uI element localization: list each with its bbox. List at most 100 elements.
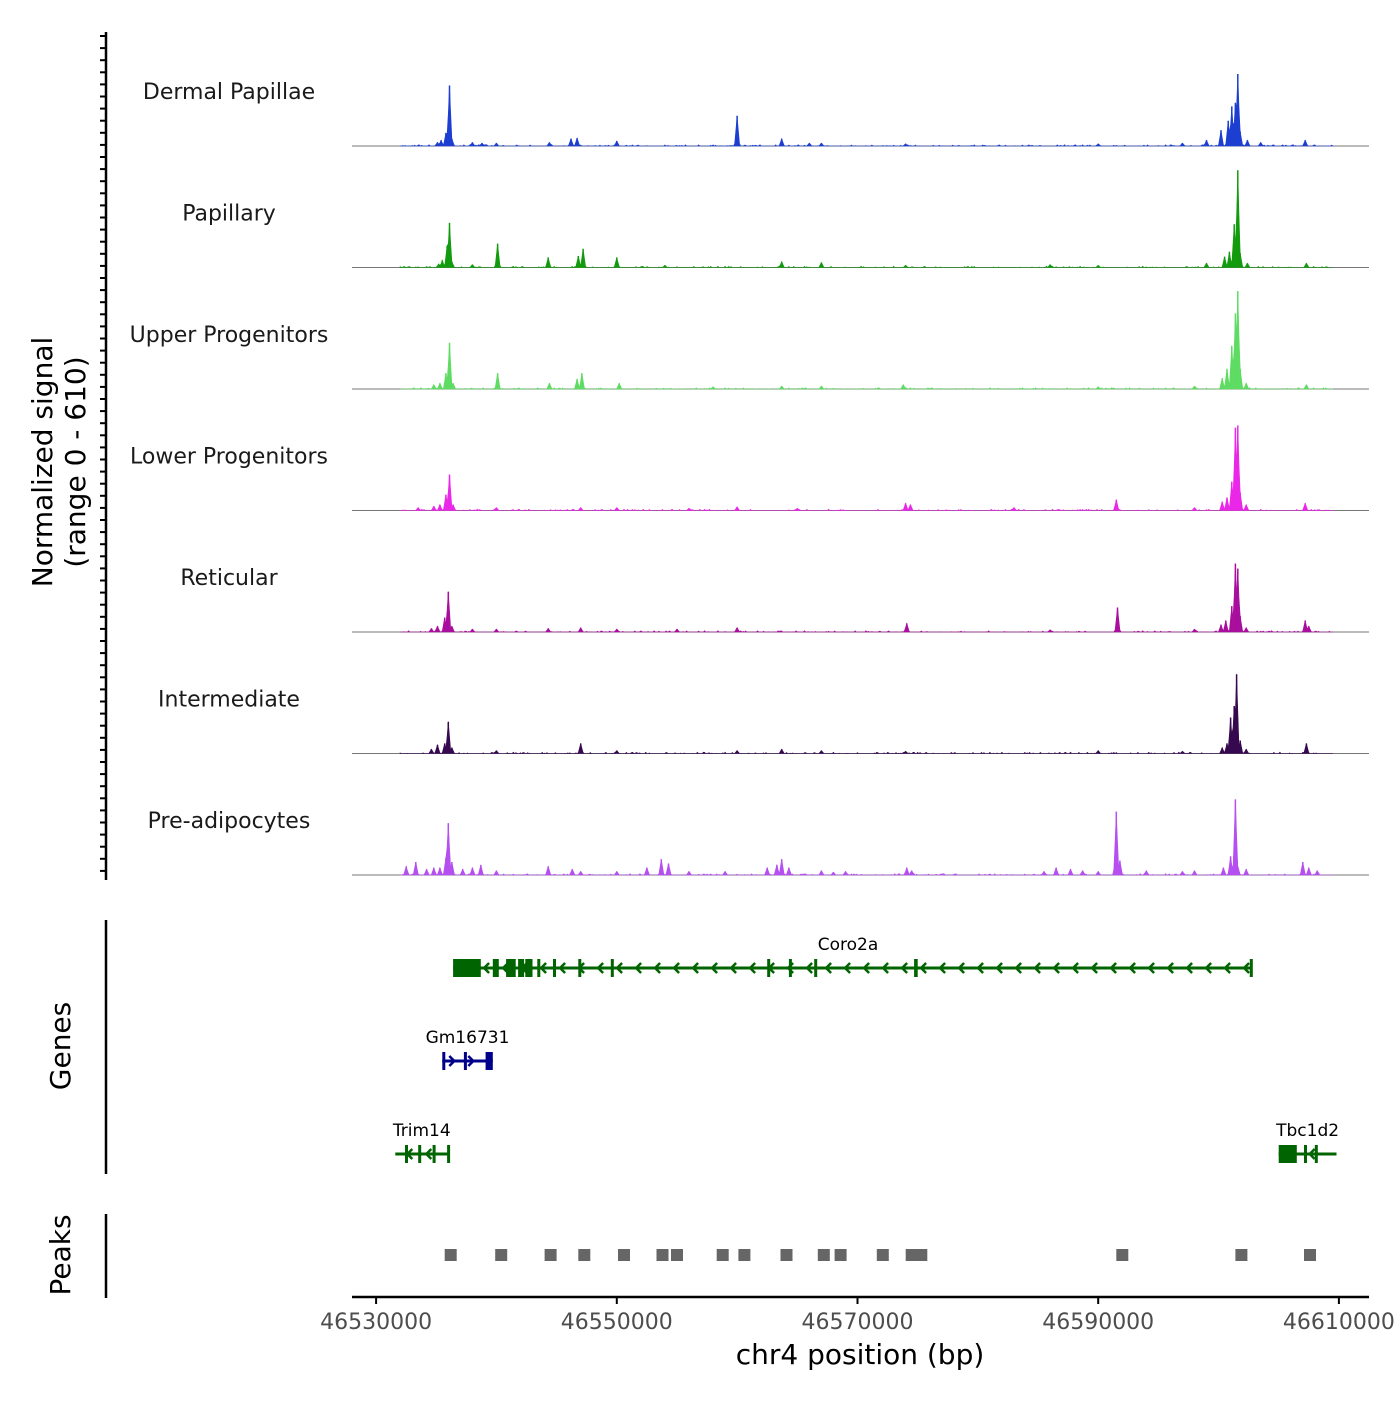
coverage-track: Intermediate [158, 674, 1369, 754]
gene-exon [525, 959, 533, 977]
strand-arrow [919, 962, 927, 974]
genes-track-label: Genes [44, 1002, 77, 1090]
strand-arrow [710, 962, 718, 974]
gene-label: Gm16731 [426, 1028, 510, 1048]
strand-arrow [672, 962, 680, 974]
strand-arrow [1033, 962, 1041, 974]
gene-exon [506, 959, 516, 977]
track-label: Reticular [180, 566, 278, 591]
gene-exon [485, 1052, 493, 1070]
strand-arrow [1090, 962, 1098, 974]
gene-exon [788, 959, 792, 977]
gene-exon [553, 959, 556, 977]
peak-region [1116, 1249, 1129, 1261]
coverage-axis-ticks [100, 35, 106, 872]
strand-arrow [1166, 962, 1174, 974]
gene-exon [1314, 1145, 1318, 1163]
gene-exon [518, 959, 525, 977]
strand-arrow [691, 962, 699, 974]
gene-exon [442, 1052, 446, 1070]
coverage-track: Reticular [180, 563, 1369, 633]
gene-label: Tbc1d2 [1275, 1121, 1339, 1141]
strand-arrow [558, 962, 566, 974]
peak-region [817, 1249, 830, 1261]
coverage-area [400, 799, 1333, 876]
peak-region [1235, 1249, 1248, 1261]
gene-model: Gm16731 [426, 1028, 510, 1070]
gene-exon [432, 1145, 436, 1163]
strand-arrow [957, 962, 965, 974]
peak-region [876, 1249, 889, 1261]
y-axis-subtitle: (range 0 - 610) [59, 356, 92, 567]
coverage-track: Upper Progenitors [130, 291, 1369, 390]
peak-region [780, 1249, 793, 1261]
strand-arrow [482, 962, 490, 974]
track-label: Intermediate [158, 688, 300, 713]
gene-exon [405, 1145, 408, 1163]
gene-label: Coro2a [818, 935, 879, 955]
strand-arrow [900, 962, 908, 974]
genes-track-label-group: Genes [44, 1002, 77, 1090]
strand-arrow [596, 962, 604, 974]
track-label: Papillary [182, 202, 276, 227]
coverage-track: Papillary [182, 170, 1369, 268]
strand-arrow [653, 962, 661, 974]
coverage-area [400, 73, 1334, 147]
strand-arrow [843, 962, 851, 974]
strand-arrow [729, 962, 737, 974]
strand-arrow [539, 962, 547, 974]
genes-track: Coro2a Gm16731 Trim14 Tbc1d2 [392, 935, 1339, 1163]
gene-label: Trim14 [392, 1121, 451, 1141]
coverage-tracks: Dermal Papillae Papillary Upper Progenitor… [130, 73, 1369, 876]
gene-exon [447, 1145, 451, 1163]
gene-model: Trim14 [392, 1121, 451, 1163]
coverage-track: Dermal Papillae [143, 73, 1369, 147]
coverage-track: Pre-adipocytes [148, 799, 1369, 876]
strand-arrow [1071, 962, 1079, 974]
gene-exon [492, 959, 499, 977]
strand-arrow [1185, 962, 1193, 974]
strand-arrow [424, 1148, 433, 1160]
x-tick-label: 46590000 [1042, 1310, 1154, 1335]
coverage-area [400, 291, 1333, 390]
track-label: Lower Progenitors [130, 445, 328, 470]
strand-arrow [1242, 962, 1250, 974]
x-tick-label: 46530000 [320, 1310, 432, 1335]
coverage-track: Lower Progenitors [130, 425, 1369, 511]
peak-region [656, 1249, 669, 1261]
gene-exon [814, 959, 818, 977]
y-axis-title: Normalized signal [26, 337, 59, 588]
strand-arrow [1223, 962, 1231, 974]
peak-region [716, 1249, 729, 1261]
peak-region [671, 1249, 683, 1261]
strand-arrow [862, 962, 870, 974]
strand-arrow [634, 962, 642, 974]
peak-region [495, 1249, 508, 1261]
gene-exon [1304, 1145, 1307, 1163]
y-axis-title-group: Normalized signal (range 0 - 610) [26, 337, 92, 588]
gene-model: Coro2a [453, 935, 1253, 977]
gene-exon [578, 959, 582, 977]
peak-region [1304, 1249, 1316, 1261]
strand-arrow [748, 962, 756, 974]
gene-exon [767, 959, 771, 977]
strand-arrow [1147, 962, 1155, 974]
coverage-area [400, 563, 1333, 633]
strand-arrow [448, 1055, 457, 1067]
gene-exon [914, 959, 918, 977]
peak-region [444, 1249, 457, 1261]
gene-exon [610, 959, 614, 977]
strand-arrow [1307, 1148, 1316, 1160]
strand-arrow [805, 962, 813, 974]
strand-arrow [1109, 962, 1117, 974]
strand-arrow [938, 962, 946, 974]
strand-arrow [976, 962, 984, 974]
peak-region [578, 1249, 591, 1261]
x-tick-label: 46610000 [1283, 1310, 1395, 1335]
strand-arrow [1204, 962, 1212, 974]
strand-arrow [1128, 962, 1136, 974]
strand-arrow [467, 1055, 476, 1067]
x-axis-title: chr4 position (bp) [736, 1338, 985, 1371]
